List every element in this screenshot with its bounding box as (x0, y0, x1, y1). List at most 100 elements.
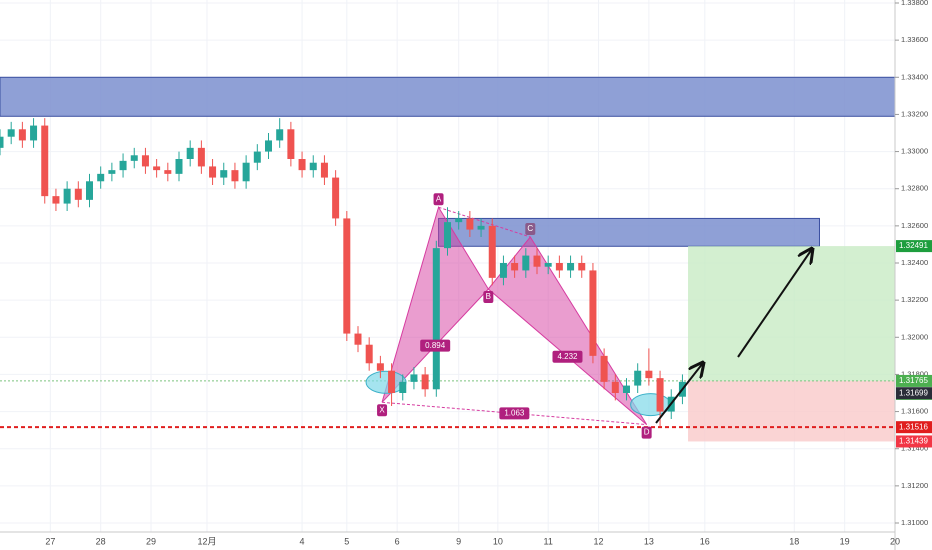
x-tick-label: 12 (594, 536, 604, 546)
x-tick-label: 18 (789, 536, 799, 546)
candle-body (611, 381, 619, 393)
price-tag-label: 1.31699 (899, 388, 928, 397)
price-tag (896, 387, 932, 400)
price-tag (896, 240, 932, 253)
candle-body (477, 225, 485, 230)
candle-body (634, 370, 642, 386)
x-tick-label: 27 (45, 536, 55, 546)
candle-body (343, 218, 351, 334)
candle-body (555, 263, 563, 271)
y-tick-label: 1.33800 (901, 0, 928, 7)
candle-body (287, 129, 295, 159)
y-tick-label: 1.32000 (901, 332, 928, 341)
candle-body (209, 166, 217, 178)
candle-body (74, 188, 82, 200)
x-tick-label: 10 (493, 536, 503, 546)
candle-body (376, 363, 384, 371)
ratio-label: 0.894 (425, 341, 446, 350)
candle-body (164, 170, 172, 174)
x-tick-label: 12月 (197, 536, 216, 546)
x-tick-label: 19 (840, 536, 850, 546)
candle-body (52, 196, 60, 204)
ratio-box (420, 339, 451, 352)
point-label: C (527, 224, 533, 233)
candle-body (298, 159, 306, 171)
arrow (655, 363, 703, 424)
candle-body (141, 155, 149, 167)
y-tick-label: 1.31800 (901, 369, 928, 378)
x-tick-label: 28 (96, 536, 106, 546)
candle-body (186, 147, 194, 159)
y-tick-label: 1.32400 (901, 258, 928, 267)
candle-body (455, 218, 463, 223)
point-box (483, 291, 494, 303)
price-tag-label: 1.31516 (899, 422, 928, 431)
candle-body (30, 125, 38, 141)
candle-body (86, 181, 93, 200)
y-tick-label: 1.31600 (901, 407, 928, 416)
candle-body (119, 160, 127, 171)
x-tick-label: 11 (544, 536, 553, 546)
candle-body (544, 263, 552, 267)
candle-body (108, 170, 116, 174)
x-tick-label: 4 (300, 536, 305, 546)
x-tick-label: 13 (644, 536, 654, 546)
y-tick-label: 1.33600 (901, 35, 928, 44)
candle-body (130, 155, 138, 161)
price-tag-label: 1.31765 (899, 376, 928, 385)
candle-body (242, 162, 250, 182)
candle-body (41, 125, 49, 197)
candle-body (623, 385, 630, 393)
y-tick-label: 1.33000 (901, 147, 928, 156)
point-box (433, 193, 444, 206)
x-tick-label: 6 (395, 536, 400, 546)
candle-body (231, 170, 239, 182)
point-label: X (379, 405, 385, 414)
x-tick-label: 9 (456, 536, 461, 546)
candle-body (365, 344, 373, 364)
candle-body (309, 162, 317, 171)
y-tick-label: 1.31200 (901, 481, 928, 490)
point-box (377, 404, 388, 417)
pattern-line (438, 206, 531, 238)
x-tick-label: 20 (890, 536, 900, 546)
ratio-box (499, 407, 530, 420)
candle-body (0, 136, 4, 148)
candle-body (466, 218, 474, 230)
point-label: A (436, 194, 442, 203)
candle-body (388, 370, 396, 393)
point-box (641, 426, 652, 439)
candle-body (567, 263, 575, 271)
y-tick-label: 1.33400 (901, 72, 928, 81)
candle-body (276, 129, 284, 141)
candle-body (656, 378, 664, 412)
target-area (688, 246, 895, 381)
zone (0, 76, 896, 117)
y-tick-label: 1.31400 (901, 444, 928, 453)
y-tick-label: 1.33200 (901, 109, 928, 118)
candle-body (18, 129, 26, 141)
x-tick-label: 5 (344, 536, 349, 546)
candle-body (511, 263, 519, 271)
y-tick-label: 1.31000 (901, 518, 928, 527)
ratio-label: 4.232 (557, 352, 578, 361)
candle-body (399, 381, 407, 393)
ratio-box (552, 350, 583, 363)
candle-body (488, 225, 496, 278)
candle-body (533, 255, 541, 267)
candle-body (600, 355, 608, 382)
price-tag (896, 435, 932, 448)
point-label: B (486, 292, 491, 301)
candle-body (354, 333, 362, 345)
candle-body (432, 248, 440, 390)
candle-body (522, 255, 530, 271)
candle-body (253, 151, 261, 163)
candle-body (175, 159, 183, 174)
candle-body (589, 270, 597, 356)
candle-body (578, 263, 586, 271)
price-tag-label: 1.31439 (899, 437, 928, 446)
y-tick-label: 1.32600 (901, 221, 928, 230)
candle-body (63, 188, 71, 204)
candle-body (97, 173, 105, 182)
